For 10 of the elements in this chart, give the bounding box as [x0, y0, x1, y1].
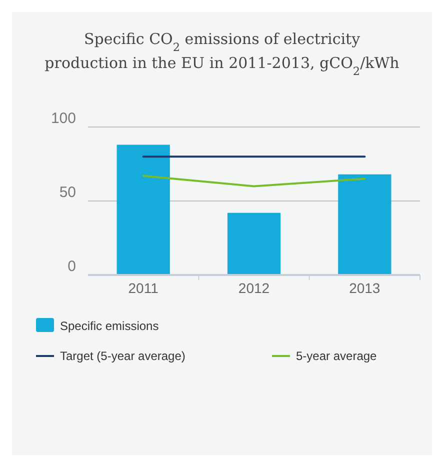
legend-label: Target (5-year average): [60, 349, 186, 363]
x-tick-label: 2011: [128, 280, 159, 296]
y-tick-label: 100: [50, 110, 76, 127]
legend-label: Specific emissions: [60, 319, 159, 333]
legend-label: 5-year average: [296, 349, 378, 363]
x-tick-label: 2013: [349, 280, 380, 296]
y-tick-label: 0: [68, 258, 76, 275]
y-tick-label: 50: [59, 184, 76, 201]
x-tick-label: 2012: [238, 280, 270, 296]
chart-title: Specific CO$_{2}$ emissions of electricity production in the EU in 2011-2013, gCO$_{2}$/kWh: [44, 30, 400, 78]
